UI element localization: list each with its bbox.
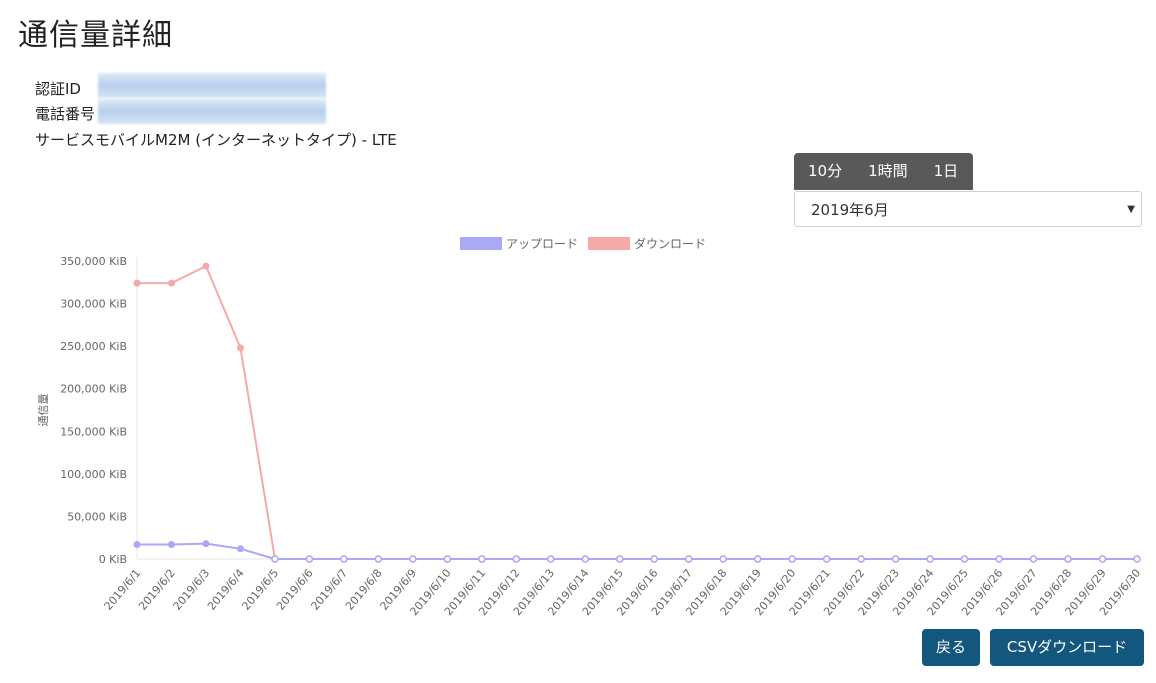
period-toggle: 10分 1時間 1日 <box>794 153 973 190</box>
month-select[interactable]: 2019年6月 ▼ <box>794 191 1142 227</box>
data-point <box>1133 555 1141 563</box>
service-name: サービスモバイルM2M (インターネットタイプ) - LTE <box>35 131 397 149</box>
y-tick-label: 50,000 KiB <box>67 510 127 523</box>
data-point <box>1064 555 1072 563</box>
y-tick-label: 100,000 KiB <box>60 468 127 481</box>
data-point <box>1029 555 1038 563</box>
y-tick-label: 300,000 KiB <box>60 298 127 311</box>
data-point <box>236 545 244 553</box>
y-tick-label: 350,000 KiB <box>60 255 127 268</box>
data-point <box>960 555 969 563</box>
back-button[interactable]: 戻る <box>922 629 980 666</box>
data-point <box>167 541 175 549</box>
data-point <box>926 555 934 563</box>
data-point <box>202 262 210 270</box>
phone-number-value-redacted <box>98 99 326 124</box>
data-point <box>995 555 1003 563</box>
data-point <box>788 555 796 563</box>
data-point <box>650 555 658 563</box>
data-point <box>684 555 693 563</box>
data-point <box>753 555 762 563</box>
data-point <box>236 344 244 352</box>
data-point <box>616 555 624 563</box>
y-tick-label: 150,000 KiB <box>60 425 127 438</box>
phone-number-label: 電話番号 <box>35 105 96 123</box>
legend-label: アップロード <box>506 237 578 251</box>
data-point <box>891 555 900 563</box>
data-point <box>133 279 141 287</box>
data-point <box>340 555 348 563</box>
data-point <box>719 555 727 563</box>
data-point <box>133 541 141 549</box>
y-tick-label: 250,000 KiB <box>60 340 127 353</box>
legend-label: ダウンロード <box>634 236 706 251</box>
dropdown-arrow-icon: ▼ <box>1127 204 1135 215</box>
data-point <box>202 540 210 548</box>
page-title: 通信量詳細 <box>18 18 173 53</box>
data-point <box>374 555 383 563</box>
data-point <box>822 555 831 563</box>
data-point <box>478 555 486 563</box>
series-line <box>137 264 1137 560</box>
month-select-value: 2019年6月 <box>811 201 889 219</box>
data-point <box>857 555 865 563</box>
csv-download-button[interactable]: CSVダウンロード <box>990 629 1144 666</box>
data-point <box>581 555 590 563</box>
auth-id-label: 認証ID <box>35 80 81 98</box>
legend-swatch <box>588 237 630 250</box>
period-1hour-button[interactable]: 1時間 <box>868 162 908 180</box>
y-tick-label: 0 KiB <box>99 553 127 566</box>
data-point <box>512 555 521 563</box>
period-10min-button[interactable]: 10分 <box>808 162 843 180</box>
data-point <box>1098 555 1107 563</box>
y-axis-label: 通信量 <box>37 394 50 427</box>
data-point <box>305 555 314 563</box>
data-point <box>547 555 555 563</box>
traffic-line-chart: 0 KiB 50,000 KiB 100,000 KiB 150,000 KiB 200… <box>37 236 1143 618</box>
auth-id-value-redacted <box>98 73 326 98</box>
data-point <box>271 555 279 563</box>
data-point <box>443 555 452 563</box>
period-1day-button[interactable]: 1日 <box>933 162 959 180</box>
data-point <box>167 279 175 287</box>
y-tick-label: 200,000 KiB <box>60 383 127 396</box>
legend-swatch <box>460 237 502 250</box>
data-point <box>409 555 417 563</box>
series-line <box>137 542 1137 560</box>
